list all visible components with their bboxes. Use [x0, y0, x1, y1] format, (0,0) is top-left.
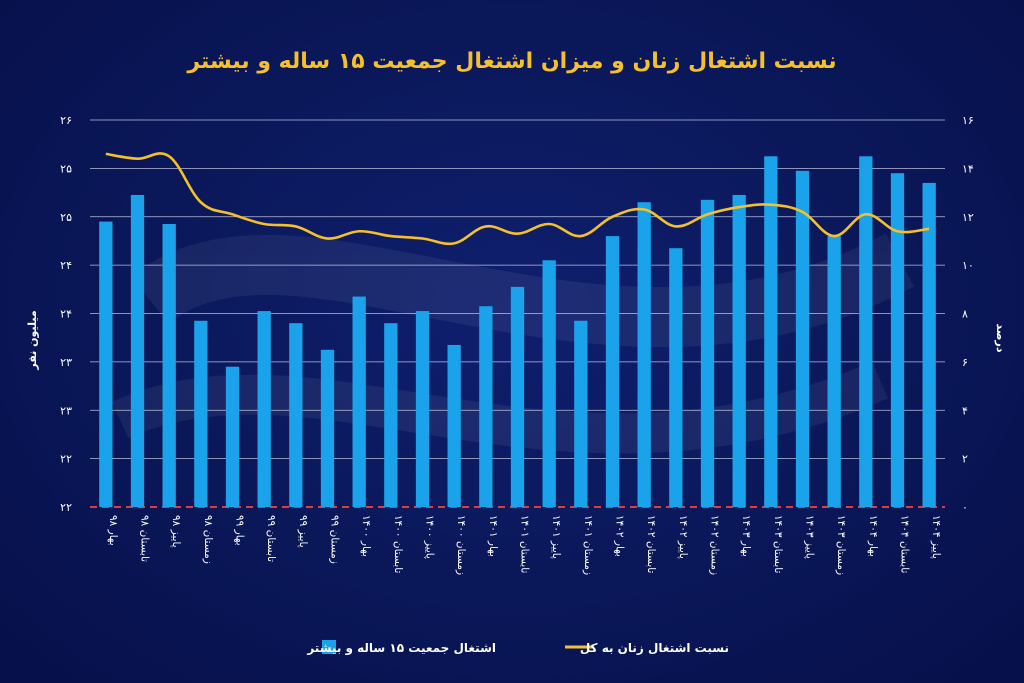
x-tick-label: زمستان ۱۴۰۱: [582, 515, 594, 575]
x-tick-label: پاییز ۱۴۰۴: [930, 515, 942, 559]
bar: [859, 156, 873, 507]
x-tick-label: تابستان ۹۹: [265, 515, 277, 562]
right-tick-label: ۱۴: [962, 162, 974, 175]
x-tick-label: پاییز ۱۴۰۰: [424, 515, 436, 559]
left-tick-label: ۲۳: [60, 356, 72, 369]
right-tick-label: ۱۶: [962, 114, 974, 127]
left-tick-label: ۲۲: [60, 501, 72, 514]
x-tick-label: تابستان ۱۴۰۲: [645, 515, 657, 573]
x-tick-label: زمستان ۱۴۰۰: [455, 515, 467, 575]
left-tick-label: ۲۶: [60, 114, 72, 127]
x-tick-label: زمستان ۹۹: [329, 515, 341, 564]
left-tick-label: ۲۴: [60, 259, 72, 272]
legend-bar-swatch: [322, 640, 336, 654]
bar: [162, 224, 176, 507]
x-tick-label: پاییز ۹۸: [170, 515, 182, 548]
x-axis: بهار ۹۸ تابستان ۹۸ پاییز ۹۸ زمستان ۹۸ بهار ۹…: [107, 515, 942, 575]
bar: [257, 311, 271, 507]
left-tick-label: ۲۵: [60, 162, 72, 175]
bar: [384, 323, 398, 507]
left-axis: ۲۶ ۲۵ ۲۵ ۲۴ ۲۴ ۲۳ ۲۳ ۲۲ ۲۲: [60, 114, 72, 514]
left-tick-label: ۲۵: [60, 211, 72, 224]
bar: [194, 320, 208, 507]
bar: [890, 173, 905, 507]
x-tick-label: پاییز ۱۴۰۲: [677, 515, 689, 559]
x-tick-label: بهار ۱۴۰۴: [867, 515, 879, 557]
chart-title: نسبت اشتغال زنان و میزان اشتغال جمعیت ۱۵…: [186, 49, 836, 74]
bar: [605, 236, 620, 507]
bar: [922, 182, 936, 507]
x-tick-label: بهار ۹۹: [234, 515, 246, 546]
x-tick-label: زمستان ۱۴۰۳: [835, 515, 847, 575]
bar: [99, 221, 113, 507]
bar: [510, 286, 525, 507]
right-tick-label: ۶: [962, 356, 968, 369]
bar: [479, 306, 493, 507]
bar: [574, 320, 588, 507]
x-tick-label: بهار ۱۴۰۱: [487, 515, 499, 557]
x-tick-label: پاییز ۹۹: [297, 515, 309, 548]
legend: اشتغال جمعیت ۱۵ ساله و بیشتر نسبت اشتغال…: [306, 640, 729, 656]
bar: [795, 170, 810, 507]
x-tick-label: تابستان ۱۴۰۳: [772, 515, 784, 573]
y-axis-left-label: میلیون نفر: [26, 310, 39, 370]
x-tick-label: تابستان ۹۸: [139, 515, 151, 562]
right-tick-label: ۴: [962, 404, 968, 417]
x-tick-label: تابستان ۱۴۰۴: [899, 515, 911, 573]
right-axis: ۱۶ ۱۴ ۱۲ ۱۰ ۸ ۶ ۴ ۲ ۰: [962, 114, 974, 514]
x-tick-label: بهار ۱۴۰۰: [360, 515, 372, 557]
right-tick-label: ۸: [962, 308, 968, 321]
bar: [320, 349, 335, 507]
x-tick-label: زمستان ۹۸: [202, 515, 214, 564]
bar: [289, 323, 303, 507]
x-tick-label: بهار ۱۴۰۲: [614, 515, 626, 557]
x-tick-label: تابستان ۱۴۰۰: [392, 515, 404, 573]
left-tick-label: ۲۴: [60, 308, 72, 321]
left-tick-label: ۲۳: [60, 404, 72, 417]
bar-series: [99, 156, 936, 508]
legend-line-label: نسبت اشتغال زنان به کل: [580, 641, 729, 655]
bar: [669, 248, 683, 507]
bar: [447, 344, 461, 507]
bar: [732, 194, 746, 507]
bar: [352, 296, 366, 507]
bar: [700, 199, 715, 507]
line-series: [105, 152, 930, 246]
bar: [415, 311, 430, 507]
bar: [225, 366, 240, 507]
left-tick-label: ۲۲: [60, 453, 72, 466]
right-tick-label: ۲: [962, 453, 968, 466]
bar: [542, 260, 556, 507]
y-axis-right-label: درصد: [994, 324, 1007, 353]
x-tick-label: پاییز ۱۴۰۱: [550, 515, 562, 559]
bar: [130, 194, 145, 507]
right-tick-label: ۱۲: [962, 211, 974, 224]
bar: [827, 236, 841, 507]
right-tick-label: ۰: [962, 501, 968, 514]
x-tick-label: بهار ۱۴۰۳: [740, 515, 752, 557]
bar: [764, 156, 778, 507]
right-tick-label: ۱۰: [962, 259, 974, 272]
x-tick-label: تابستان ۱۴۰۱: [519, 515, 531, 573]
x-tick-label: پاییز ۱۴۰۳: [804, 515, 816, 559]
bar: [637, 202, 651, 508]
x-tick-label: بهار ۹۸: [107, 515, 119, 546]
x-tick-label: زمستان ۱۴۰۲: [709, 515, 721, 575]
legend-bar-label: اشتغال جمعیت ۱۵ ساله و بیشتر: [306, 641, 496, 656]
